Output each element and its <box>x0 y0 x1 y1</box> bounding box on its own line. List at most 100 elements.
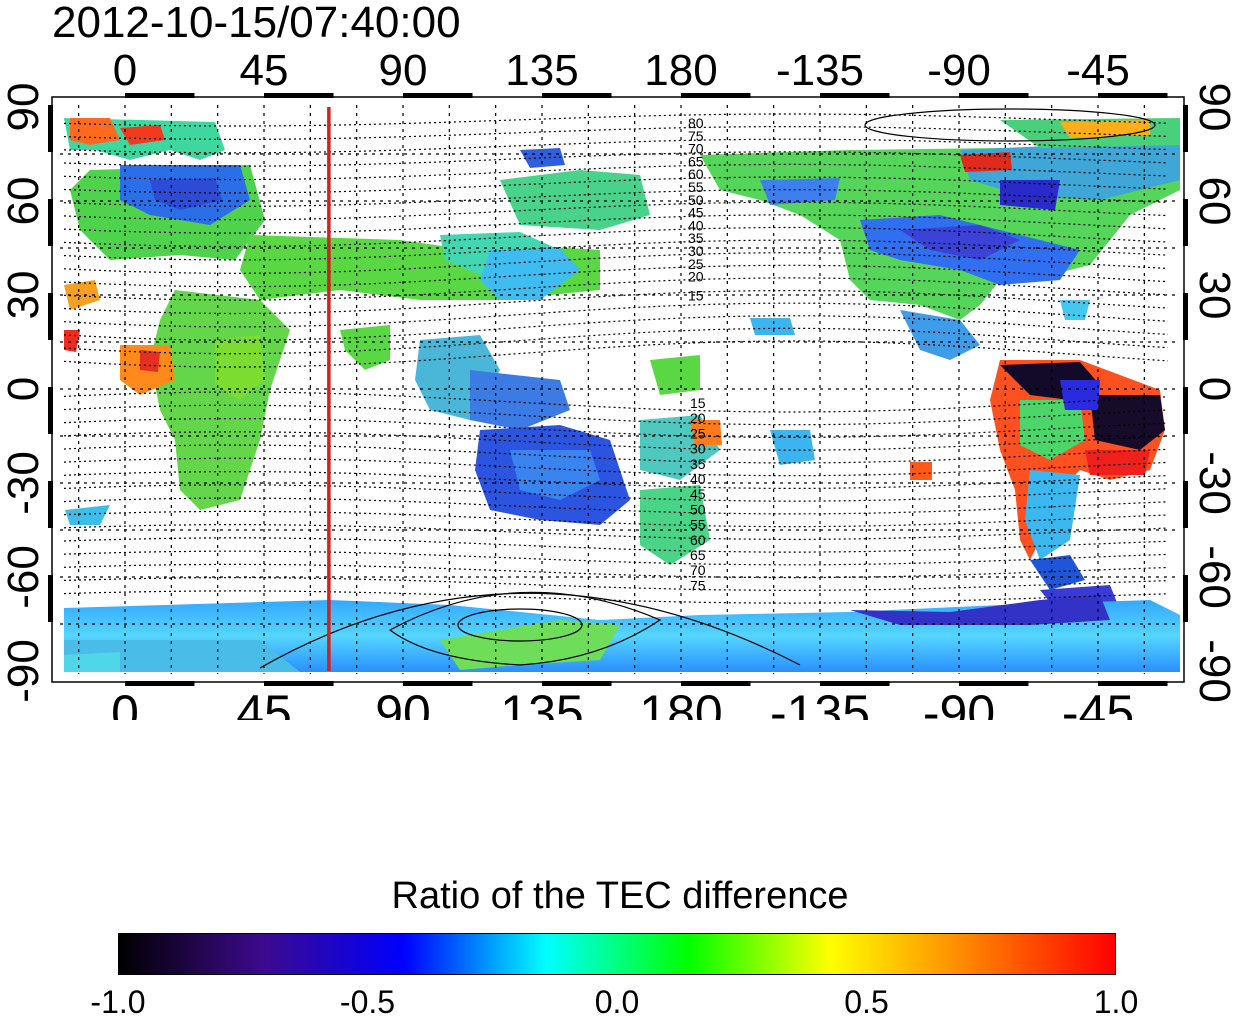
lon-tick-label: -45 <box>1066 46 1130 95</box>
contour-label: 30 <box>690 441 706 457</box>
frame-tick-segment <box>542 93 612 98</box>
colorbar <box>118 933 1116 975</box>
contour-line <box>63 444 1169 464</box>
contour-label: 45 <box>688 205 704 221</box>
contour-line <box>63 391 1169 413</box>
frame-tick-segment <box>48 387 53 434</box>
contour-line <box>63 163 1169 181</box>
lon-tick-label: 0 <box>111 685 139 720</box>
contour-line <box>63 510 1169 528</box>
frame-tick-segment <box>403 93 473 98</box>
lon-ticks-bottom: 0 45 90 135 180 -135 -90 -45 <box>111 685 1134 720</box>
contour-label: 35 <box>690 456 706 472</box>
frame-tick-segment <box>1183 575 1188 622</box>
lat-tick-label: -60 <box>0 545 48 609</box>
frame-tick-segment <box>959 93 1029 98</box>
contour-label: 55 <box>690 517 706 533</box>
contour-label: 30 <box>688 243 704 259</box>
contour-line <box>63 201 1169 221</box>
contour-line <box>63 277 1169 301</box>
lon-tick-label: 45 <box>240 46 289 95</box>
contour-label: 70 <box>690 562 706 578</box>
lat-tick-label: -30 <box>1190 451 1239 515</box>
contour-line <box>63 214 1169 234</box>
lat-tick-label: 60 <box>0 177 48 226</box>
lon-tick-label: 90 <box>375 685 431 720</box>
contour-label: 60 <box>690 532 706 548</box>
contour-label: 75 <box>688 128 704 144</box>
frame-tick-segment <box>125 681 195 686</box>
timestamp-title: 2012-10-15/07:40:00 <box>52 0 461 47</box>
contour-label: 40 <box>690 471 706 487</box>
frame-tick-segment <box>681 93 751 98</box>
contour-line <box>63 264 1169 288</box>
frame-tick-segment <box>681 681 751 686</box>
frame-tick-segment <box>48 105 53 152</box>
contour-line <box>63 327 1169 355</box>
contour-line <box>63 457 1169 477</box>
lat-tick-label: 30 <box>0 271 48 320</box>
contour-label: 50 <box>688 192 704 208</box>
colorbar-tick-label: 0.5 <box>844 984 889 1020</box>
contour-line <box>63 577 1169 591</box>
frame-tick-segment <box>1183 481 1188 528</box>
frame-tick-segment <box>48 481 53 528</box>
lat-tick-label: -90 <box>0 639 48 703</box>
contour-label: 25 <box>690 425 706 441</box>
contour-label: 25 <box>688 256 704 272</box>
frame-tick-segment <box>1183 199 1188 246</box>
contour-line <box>63 431 1169 451</box>
lon-ticks-top: 0 45 90 135 180 -135 -90 -45 <box>113 46 1130 95</box>
contour-line <box>63 126 1169 140</box>
contour-line <box>63 138 1169 154</box>
contour-label: 65 <box>690 547 706 563</box>
lon-tick-label: 135 <box>505 46 578 95</box>
contour-line <box>63 484 1169 502</box>
contour-label: 40 <box>688 217 704 233</box>
contour-label: 60 <box>688 166 704 182</box>
contour-label: 15 <box>690 395 706 411</box>
lon-tick-label: -135 <box>770 685 870 720</box>
contour-label: 80 <box>688 115 704 131</box>
contour-label: 50 <box>690 501 706 517</box>
contour-label: 65 <box>688 153 704 169</box>
frame-tick-segment <box>542 681 612 686</box>
contour-line <box>63 471 1169 489</box>
lat-tick-label: 60 <box>1190 177 1239 226</box>
colorbar-tick-label: 1.0 <box>1093 984 1139 1020</box>
lat-tick-label: 30 <box>1190 271 1239 320</box>
contour-line <box>63 537 1169 553</box>
lat-tick-label: -90 <box>1190 639 1239 703</box>
frame-tick-segment <box>403 681 473 686</box>
contour-line <box>63 497 1169 515</box>
contour-line <box>63 302 1169 328</box>
colorbar-tick-label: 0.0 <box>594 984 640 1020</box>
contour-line <box>63 340 1169 368</box>
contour-line <box>63 113 1169 127</box>
lon-tick-label: 135 <box>500 685 583 720</box>
frame-tick-segment <box>48 199 53 246</box>
lon-tick-label: -90 <box>927 46 991 95</box>
contour-label: 45 <box>690 486 706 502</box>
frame-tick-segment <box>1098 681 1168 686</box>
contour-line <box>63 151 1169 167</box>
colorbar-tick-label: -1.0 <box>90 984 146 1020</box>
contour-line <box>63 226 1169 248</box>
lat-tick-label: -30 <box>0 451 48 515</box>
frame-tick-segment <box>1183 387 1188 434</box>
contour-line <box>63 189 1169 207</box>
lat-tick-label: -60 <box>1190 545 1239 609</box>
lat-tick-label: 0 <box>0 377 48 401</box>
frame-tick-segment <box>264 681 334 686</box>
frame-tick-bars <box>48 93 1188 686</box>
contour-line <box>63 252 1169 274</box>
lat-tick-label: 90 <box>1190 83 1239 132</box>
contour-line <box>63 418 1169 438</box>
lon-tick-label: 90 <box>379 46 428 95</box>
contour-line <box>63 239 1169 261</box>
lat-tick-label: 90 <box>0 83 48 132</box>
lon-tick-label: -135 <box>776 46 864 95</box>
contour-line <box>63 404 1169 426</box>
